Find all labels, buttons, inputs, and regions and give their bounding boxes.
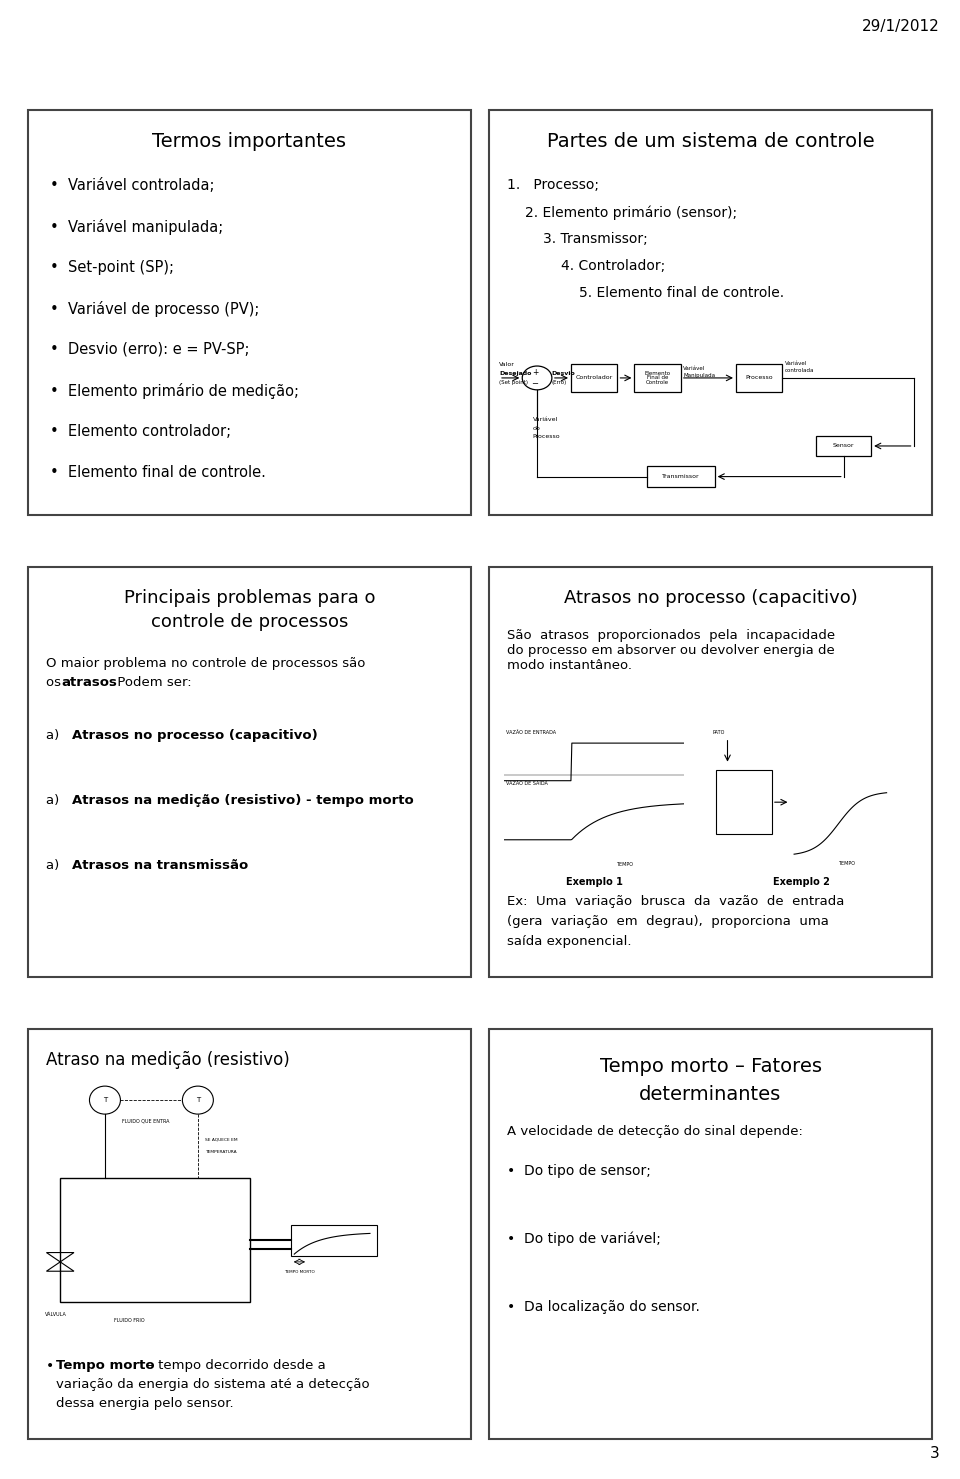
Bar — [816, 436, 872, 456]
Bar — [571, 364, 617, 392]
Bar — [28, 1029, 471, 1439]
Text: T: T — [103, 1097, 108, 1103]
Text: •  Elemento controlador;: • Elemento controlador; — [50, 424, 231, 439]
Text: FLUIDO FRIO: FLUIDO FRIO — [113, 1318, 144, 1322]
Text: . Podem ser:: . Podem ser: — [109, 676, 192, 689]
Text: TEMPERATURA: TEMPERATURA — [204, 1149, 236, 1154]
Text: 3. Transmissor;: 3. Transmissor; — [543, 232, 648, 246]
Bar — [489, 566, 932, 978]
Bar — [647, 466, 715, 487]
Text: TEMPO: TEMPO — [616, 862, 634, 867]
Text: 1.   Processo;: 1. Processo; — [507, 177, 599, 192]
Bar — [291, 1225, 377, 1256]
Text: •  Elemento primário de medição;: • Elemento primário de medição; — [50, 383, 299, 399]
Text: T: T — [196, 1097, 200, 1103]
Text: atrasos: atrasos — [61, 676, 117, 689]
Text: variação da energia do sistema até a detecção: variação da energia do sistema até a det… — [56, 1378, 370, 1392]
Text: O maior problema no controle de processos são: O maior problema no controle de processo… — [46, 657, 366, 670]
Text: +: + — [532, 368, 539, 377]
Text: 4. Controlador;: 4. Controlador; — [561, 259, 665, 274]
Text: Atrasos na medição (resistivo) - tempo morto: Atrasos na medição (resistivo) - tempo m… — [72, 794, 414, 808]
Text: •  Desvio (erro): e = PV-SP;: • Desvio (erro): e = PV-SP; — [50, 342, 250, 356]
Text: TEMPO: TEMPO — [838, 861, 855, 867]
Bar — [736, 364, 782, 392]
Bar — [28, 566, 471, 978]
Text: Final de: Final de — [647, 376, 668, 380]
Text: Atrasos no processo (capacitivo): Atrasos no processo (capacitivo) — [72, 729, 318, 742]
Bar — [489, 109, 932, 515]
Text: Atrasos no processo (capacitivo): Atrasos no processo (capacitivo) — [564, 589, 857, 606]
Text: 2. Elemento primário (sensor);: 2. Elemento primário (sensor); — [525, 206, 737, 219]
Text: 29/1/2012: 29/1/2012 — [862, 19, 940, 34]
Text: a): a) — [46, 859, 68, 873]
Text: VAZÃO DE SAÍDA: VAZÃO DE SAÍDA — [506, 781, 548, 785]
Text: •  Da localização do sensor.: • Da localização do sensor. — [507, 1300, 700, 1313]
Text: dessa energia pelo sensor.: dessa energia pelo sensor. — [56, 1398, 233, 1409]
Text: •  Variável manipulada;: • Variável manipulada; — [50, 219, 224, 235]
Bar — [28, 109, 471, 515]
Text: Exemplo 1: Exemplo 1 — [565, 877, 622, 887]
Text: •  Do tipo de variável;: • Do tipo de variável; — [507, 1232, 660, 1247]
Text: Tempo morto – Fatores: Tempo morto – Fatores — [599, 1057, 822, 1077]
Text: TEMPO MORTO: TEMPO MORTO — [284, 1269, 315, 1273]
Text: (Erro): (Erro) — [552, 380, 567, 386]
Text: controlada: controlada — [784, 368, 814, 373]
Text: VÁLVULA: VÁLVULA — [45, 1312, 66, 1316]
Text: a): a) — [46, 794, 68, 808]
Text: a): a) — [46, 729, 68, 742]
Text: 3: 3 — [930, 1446, 940, 1461]
Text: Ex:  Uma  variação  brusca  da  vazão  de  entrada: Ex: Uma variação brusca da vazão de entr… — [507, 895, 845, 908]
Text: Variável: Variável — [533, 417, 558, 422]
Text: Variável: Variável — [784, 361, 806, 365]
Text: Principais problemas para o: Principais problemas para o — [124, 589, 375, 606]
Text: Atraso na medição (resistivo): Atraso na medição (resistivo) — [46, 1052, 290, 1069]
Text: Exemplo 2: Exemplo 2 — [773, 877, 829, 887]
Text: Processo: Processo — [745, 376, 773, 380]
Text: 5. Elemento final de controle.: 5. Elemento final de controle. — [579, 285, 784, 300]
Text: – tempo decorrido desde a: – tempo decorrido desde a — [143, 1359, 325, 1373]
Text: do: do — [533, 426, 540, 430]
Text: SE AQUECE EM: SE AQUECE EM — [204, 1137, 237, 1142]
Text: saída exponencial.: saída exponencial. — [507, 935, 632, 948]
Text: VAZÃO DE ENTRADA: VAZÃO DE ENTRADA — [506, 729, 557, 735]
Bar — [60, 1177, 250, 1303]
Text: PATO: PATO — [712, 731, 725, 735]
Text: Atrasos na transmissão: Atrasos na transmissão — [72, 859, 249, 873]
Text: Transmissor: Transmissor — [662, 475, 700, 479]
Text: Processo: Processo — [533, 433, 561, 439]
Text: os: os — [46, 676, 65, 689]
Bar — [635, 364, 681, 392]
Text: •  Variável controlada;: • Variável controlada; — [50, 177, 214, 192]
Text: (gera  variação  em  degrau),  proporciona  uma: (gera variação em degrau), proporciona u… — [507, 916, 828, 927]
Text: Desvio: Desvio — [552, 371, 576, 376]
Text: Controlador: Controlador — [576, 376, 612, 380]
Text: Desejado: Desejado — [499, 371, 532, 376]
Bar — [716, 771, 772, 834]
Text: determinantes: determinantes — [639, 1086, 781, 1103]
Text: FLUIDO QUE ENTRA: FLUIDO QUE ENTRA — [123, 1118, 170, 1124]
Text: •  Set-point (SP);: • Set-point (SP); — [50, 260, 174, 275]
Text: Elemento: Elemento — [644, 371, 671, 376]
Text: Partes de um sistema de controle: Partes de um sistema de controle — [546, 132, 875, 151]
Text: Manipulada: Manipulada — [683, 373, 715, 377]
Text: (Set point): (Set point) — [499, 380, 528, 386]
Text: −: − — [532, 380, 539, 389]
Text: A velocidade de detecção do sinal depende:: A velocidade de detecção do sinal depend… — [507, 1126, 803, 1137]
Text: Valor: Valor — [499, 362, 515, 367]
Text: •: • — [46, 1359, 59, 1373]
Text: Controle: Controle — [646, 380, 669, 385]
Text: Sensor: Sensor — [833, 444, 854, 448]
Text: •  Variável de processo (PV);: • Variável de processo (PV); — [50, 302, 259, 317]
Text: Variável: Variável — [683, 365, 706, 371]
Text: São  atrasos  proporcionados  pela  incapacidade
do processo em absorver ou devo: São atrasos proporcionados pela incapaci… — [507, 629, 835, 671]
Text: •  Do tipo de sensor;: • Do tipo de sensor; — [507, 1164, 651, 1177]
Text: controle de processos: controle de processos — [151, 612, 348, 632]
Text: •  Elemento final de controle.: • Elemento final de controle. — [50, 464, 266, 481]
Text: Tempo morto: Tempo morto — [56, 1359, 155, 1373]
Text: Termos importantes: Termos importantes — [153, 132, 347, 151]
Bar — [489, 1029, 932, 1439]
